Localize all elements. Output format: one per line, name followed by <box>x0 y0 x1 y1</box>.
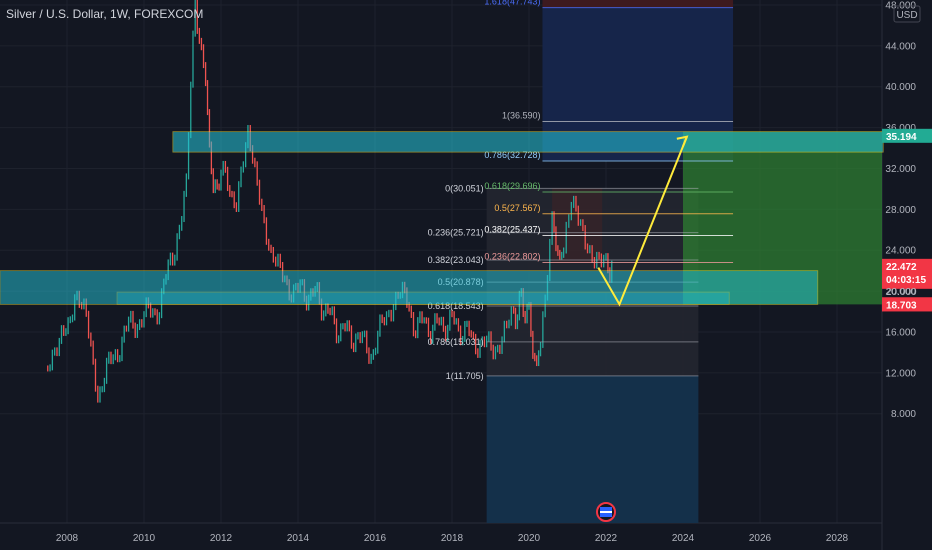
price-tag-label: 35.194 <box>886 132 917 143</box>
fib-level-label: 0(30.051) <box>445 183 484 193</box>
price-tag-label: 18.703 <box>886 300 917 311</box>
y-tick-label: 24.000 <box>885 246 916 257</box>
fib-extension-label: 1.618(47.743) <box>484 0 540 7</box>
x-tick-label: 2024 <box>672 533 695 544</box>
fib-extension-label: 0.618(29.696) <box>484 181 540 191</box>
fib-extension-label: 0.5(27.567) <box>494 203 540 213</box>
y-tick-label: 16.000 <box>885 327 916 338</box>
fib-extension-label: 0.382(25.437) <box>484 225 540 235</box>
y-tick-label: 36.000 <box>885 123 916 134</box>
price-tag-label: 20.000 <box>886 287 917 298</box>
x-tick-label: 2008 <box>56 533 79 544</box>
price-tag <box>882 297 932 312</box>
x-tick-label: 2010 <box>133 533 156 544</box>
x-tick-label: 2016 <box>364 533 387 544</box>
fib-level-label: 0.236(25.721) <box>428 228 484 238</box>
y-tick-label: 12.000 <box>885 368 916 379</box>
sr-zone <box>0 270 819 305</box>
price-tag <box>882 128 932 143</box>
extension-top-box <box>542 0 734 8</box>
fib-level-label: 0.786(15.031) <box>428 337 484 347</box>
currency-label[interactable]: USD <box>896 10 917 21</box>
y-tick-label: 44.000 <box>885 41 916 52</box>
lower-box <box>486 375 699 523</box>
fib-extension-label: 1(36.590) <box>502 111 541 121</box>
x-tick-label: 2020 <box>518 533 541 544</box>
projection-path <box>597 136 688 307</box>
fib-level-label: 0.618(18.543) <box>428 301 484 311</box>
price-tag-label: 22.472 <box>886 262 917 273</box>
sr-zone <box>172 131 884 153</box>
x-tick-label: 2014 <box>287 533 310 544</box>
fib-extension-label: 0.786(32.728) <box>484 150 540 160</box>
y-tick-label: 28.000 <box>885 205 916 216</box>
projection-arrowhead <box>676 135 689 148</box>
x-tick-label: 2028 <box>826 533 849 544</box>
y-tick-label: 8.000 <box>891 409 916 420</box>
price-tag <box>882 258 932 289</box>
y-tick-label: 20.000 <box>885 287 916 298</box>
price-tag-countdown: 04:03:15 <box>886 275 926 286</box>
event-flag-icon[interactable] <box>596 502 616 522</box>
y-tick-label: 32.000 <box>885 164 916 175</box>
fib-level-label: 1(11.705) <box>446 371 484 381</box>
x-tick-label: 2026 <box>749 533 772 544</box>
fib-extension-label: 0.236(22.802) <box>484 251 540 261</box>
sr-zone <box>116 291 730 305</box>
x-tick-label: 2022 <box>595 533 618 544</box>
chart-title: Silver / U.S. Dollar, 1W, FOREXCOM <box>6 7 203 21</box>
fib-level-label: 0.382(23.043) <box>428 255 484 265</box>
x-tick-label: 2018 <box>441 533 464 544</box>
y-tick-label: 40.000 <box>885 82 916 93</box>
currency-button[interactable] <box>893 5 921 23</box>
x-tick-label: 2012 <box>210 533 233 544</box>
